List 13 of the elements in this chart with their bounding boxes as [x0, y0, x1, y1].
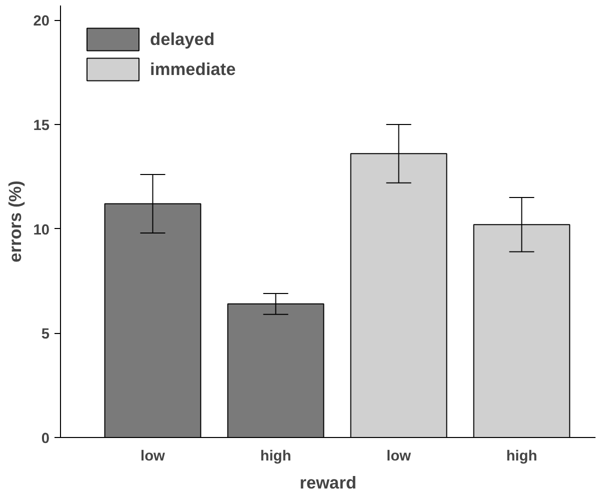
y-tick-label: 0 — [41, 431, 50, 447]
y-axis-title: errors (%) — [5, 180, 26, 262]
x-axis-title: reward — [300, 472, 356, 492]
x-tick-label: high — [506, 448, 538, 464]
y-tick-label: 10 — [33, 222, 50, 238]
x-tick-label: high — [260, 448, 292, 464]
y-tick-label: 5 — [41, 326, 50, 343]
y-tick-label: 15 — [33, 118, 50, 134]
x-tick-label: low — [386, 448, 412, 464]
y-tick-label: 20 — [33, 14, 50, 30]
legend-label: immediate — [150, 58, 236, 80]
legend-label: delayed — [150, 28, 215, 50]
x-tick-label: low — [140, 448, 166, 464]
